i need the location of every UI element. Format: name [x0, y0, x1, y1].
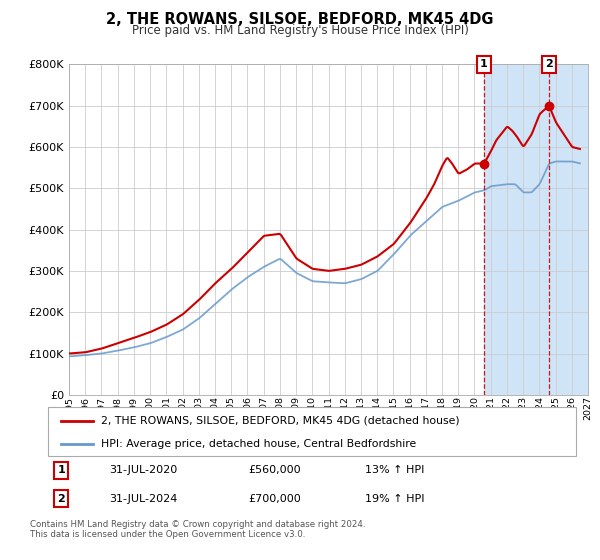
Bar: [549, 64, 588, 395]
Text: 2, THE ROWANS, SILSOE, BEDFORD, MK45 4DG (detached house): 2, THE ROWANS, SILSOE, BEDFORD, MK45 4DG…: [101, 416, 460, 426]
Text: 31-JUL-2024: 31-JUL-2024: [109, 493, 177, 503]
Text: 2, THE ROWANS, SILSOE, BEDFORD, MK45 4DG: 2, THE ROWANS, SILSOE, BEDFORD, MK45 4DG: [106, 12, 494, 27]
FancyBboxPatch shape: [48, 407, 576, 456]
Text: 1: 1: [480, 59, 488, 69]
Text: HPI: Average price, detached house, Central Bedfordshire: HPI: Average price, detached house, Cent…: [101, 439, 416, 449]
Text: 1: 1: [58, 465, 65, 475]
Text: Contains HM Land Registry data © Crown copyright and database right 2024.
This d: Contains HM Land Registry data © Crown c…: [30, 520, 365, 539]
Bar: [484, 64, 588, 395]
Text: 31-JUL-2020: 31-JUL-2020: [109, 465, 177, 475]
Text: £560,000: £560,000: [248, 465, 301, 475]
Text: Price paid vs. HM Land Registry's House Price Index (HPI): Price paid vs. HM Land Registry's House …: [131, 24, 469, 36]
Text: £700,000: £700,000: [248, 493, 301, 503]
Text: 2: 2: [545, 59, 553, 69]
Text: 2: 2: [58, 493, 65, 503]
Text: 13% ↑ HPI: 13% ↑ HPI: [365, 465, 424, 475]
Text: 19% ↑ HPI: 19% ↑ HPI: [365, 493, 424, 503]
